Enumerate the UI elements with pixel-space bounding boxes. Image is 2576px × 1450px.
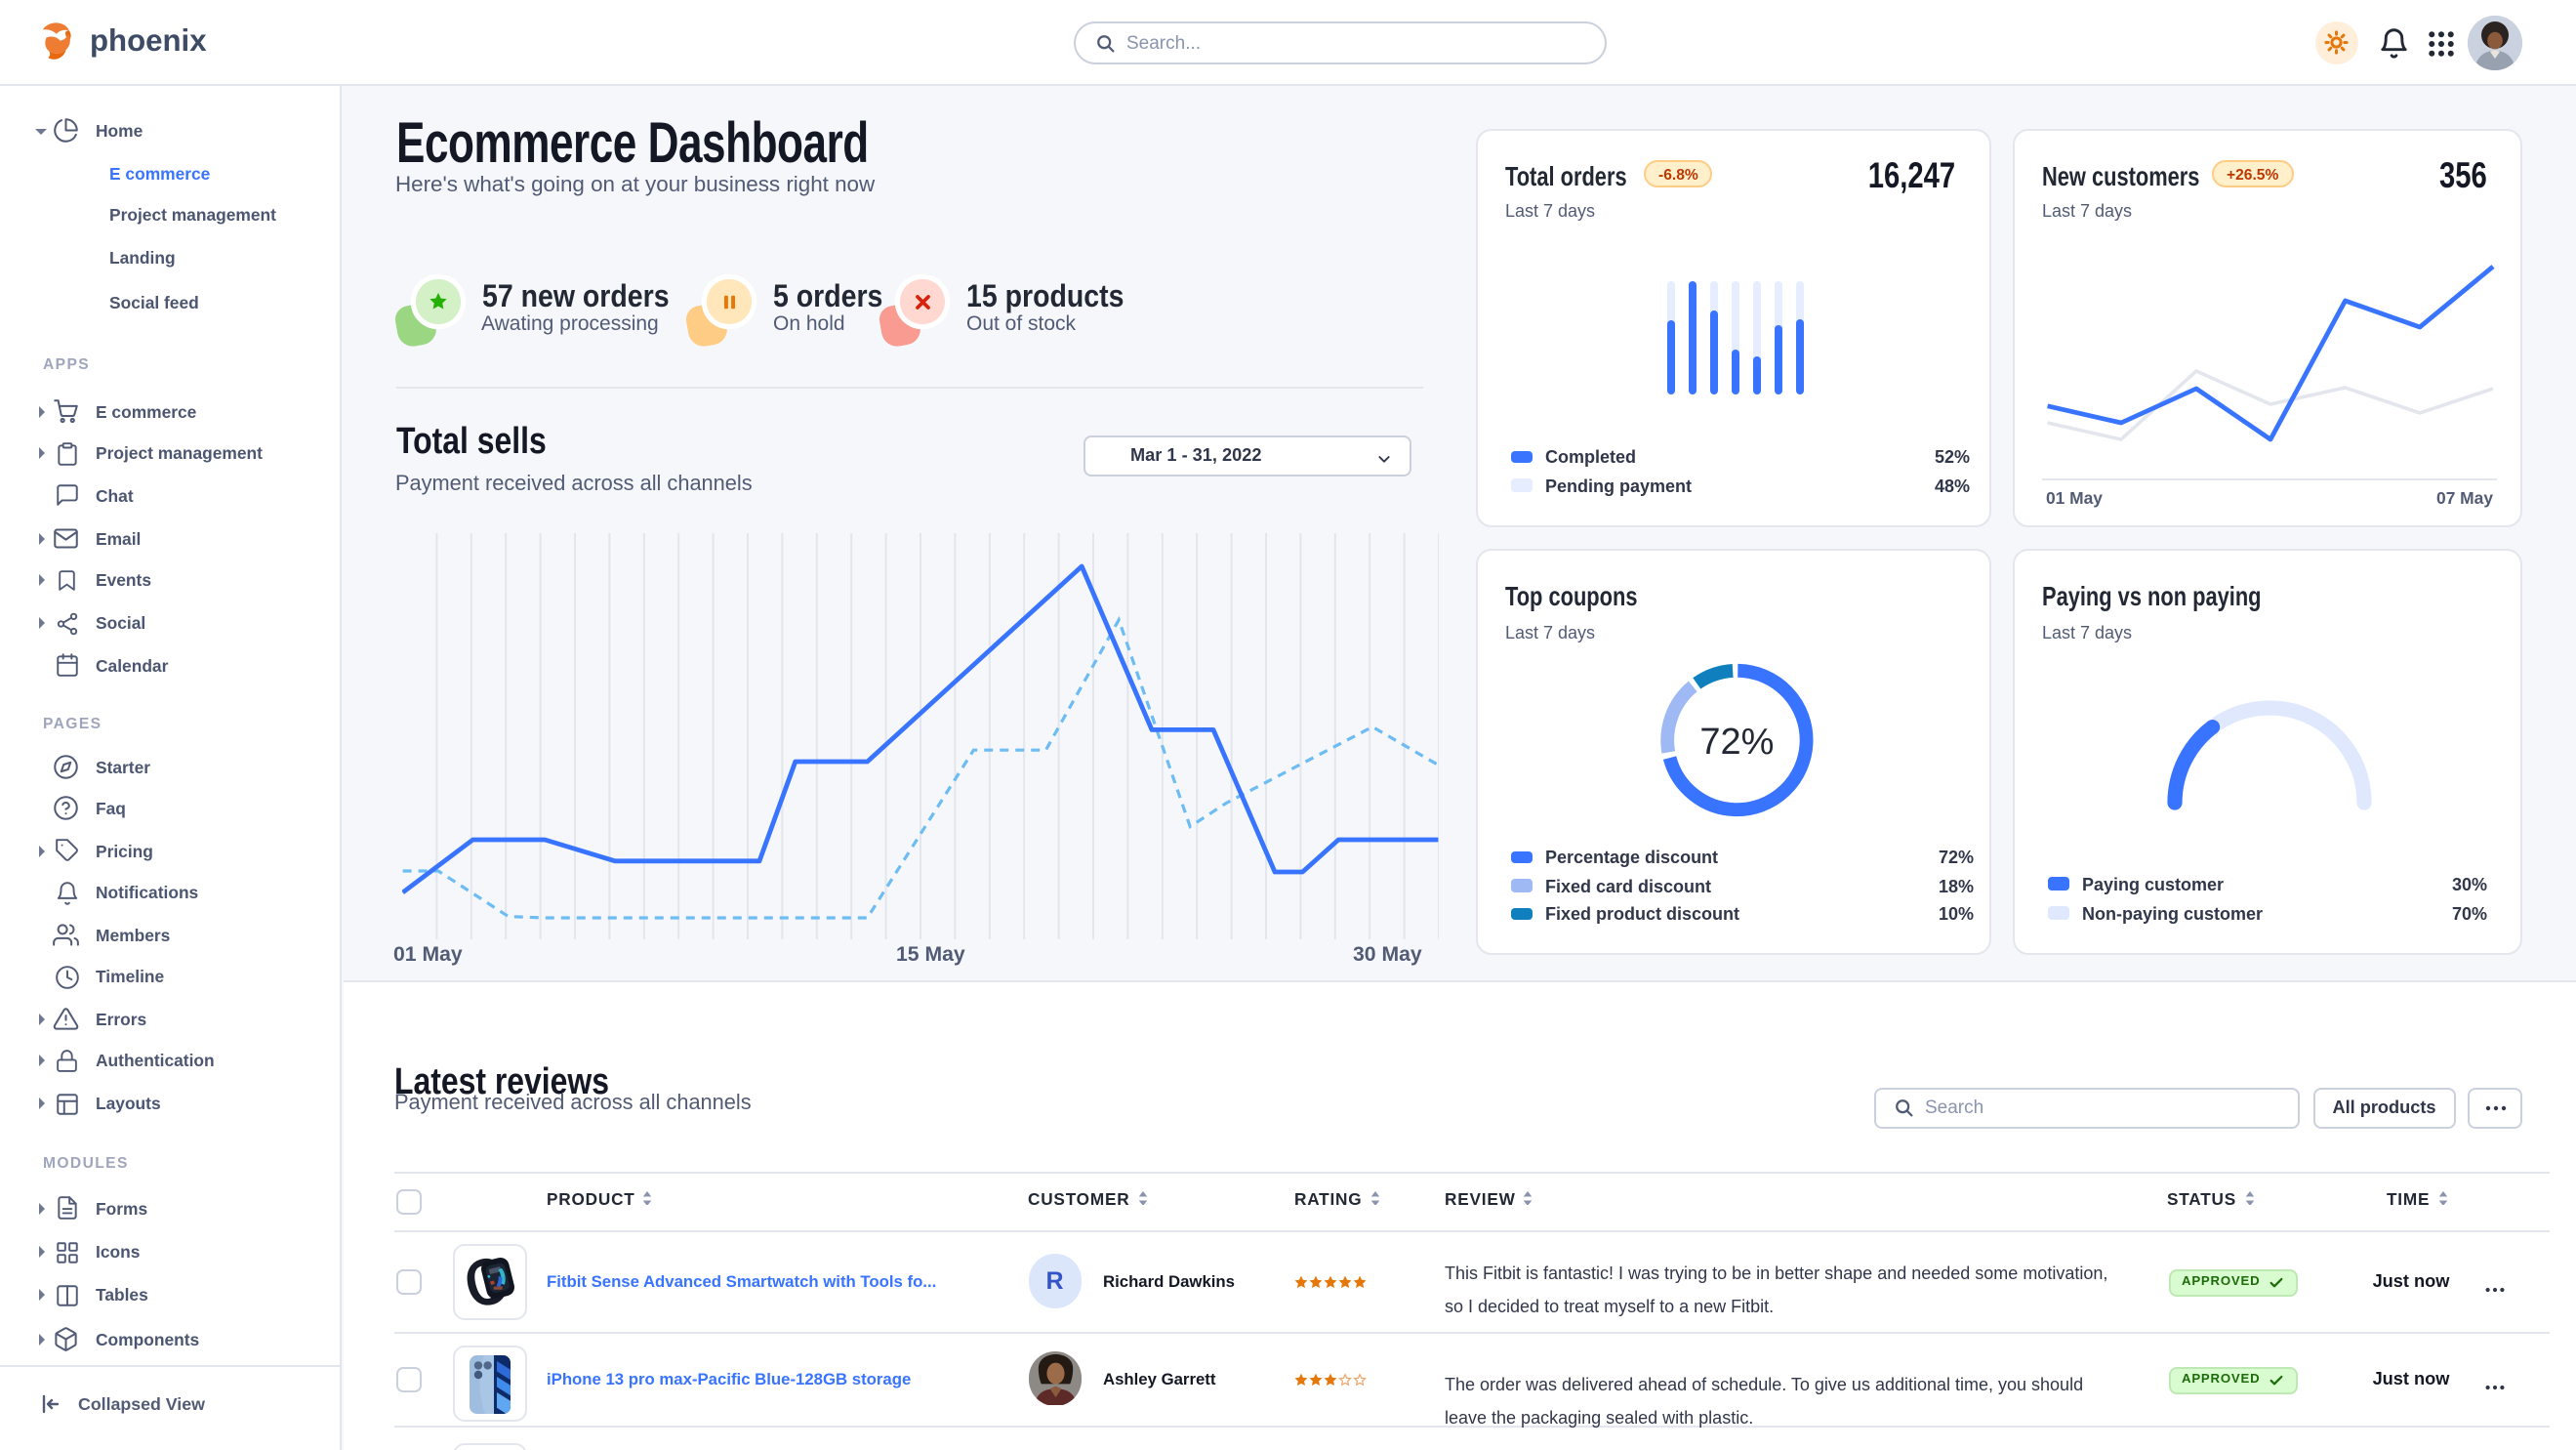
svg-text:72%: 72%: [1699, 722, 1774, 763]
